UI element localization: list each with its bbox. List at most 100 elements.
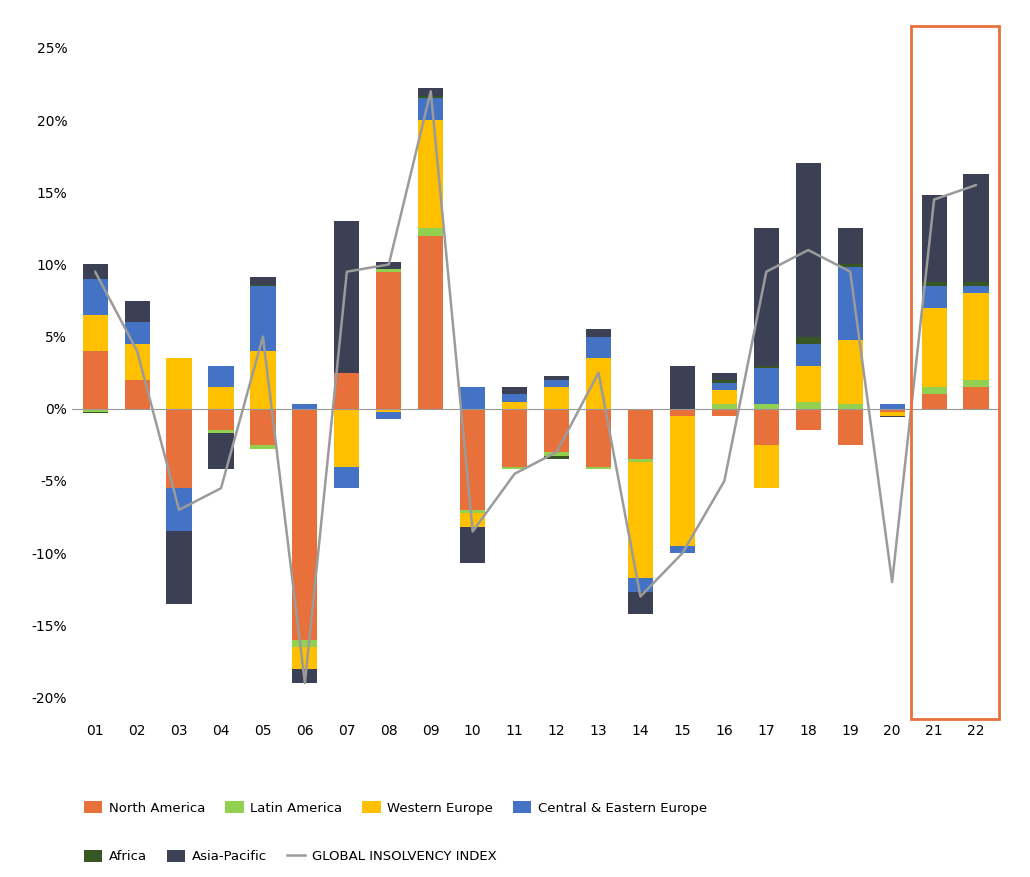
Bar xyxy=(795,344,821,366)
Bar xyxy=(670,416,695,545)
Bar xyxy=(502,409,527,467)
Bar xyxy=(670,366,695,409)
Bar xyxy=(586,337,611,359)
Bar xyxy=(837,267,863,339)
Bar xyxy=(125,344,149,380)
Bar xyxy=(167,409,192,488)
Bar xyxy=(544,387,570,409)
Bar xyxy=(250,286,276,351)
Bar xyxy=(82,315,108,351)
Bar xyxy=(418,228,443,236)
Bar xyxy=(795,409,821,431)
Bar xyxy=(922,286,947,308)
Bar xyxy=(963,286,989,293)
Bar xyxy=(880,404,904,409)
Bar xyxy=(754,445,779,488)
Bar xyxy=(544,380,570,387)
Bar xyxy=(880,416,904,417)
Bar xyxy=(795,366,821,402)
Bar xyxy=(418,236,443,409)
Bar xyxy=(293,647,317,668)
Bar xyxy=(502,387,527,395)
Bar xyxy=(418,98,443,120)
Bar xyxy=(880,409,904,411)
Bar xyxy=(670,545,695,553)
Bar xyxy=(208,409,234,431)
Bar xyxy=(544,453,570,456)
Bar xyxy=(795,337,821,344)
Bar xyxy=(502,402,527,409)
Bar xyxy=(712,404,736,409)
Bar xyxy=(376,411,402,419)
Bar xyxy=(712,373,736,380)
Bar xyxy=(544,375,570,380)
Bar xyxy=(922,196,947,282)
Bar xyxy=(460,409,485,510)
Bar xyxy=(670,409,695,416)
Bar xyxy=(376,261,402,268)
Bar xyxy=(376,268,402,272)
Bar xyxy=(911,26,999,719)
Bar xyxy=(208,433,234,469)
Bar xyxy=(460,387,485,409)
Bar xyxy=(82,351,108,409)
Bar xyxy=(628,409,653,460)
Bar xyxy=(460,527,485,563)
Bar xyxy=(754,228,779,366)
Bar xyxy=(837,228,863,265)
Bar xyxy=(922,282,947,286)
Bar xyxy=(376,409,402,411)
Bar xyxy=(754,368,779,404)
Bar xyxy=(208,366,234,387)
Bar xyxy=(712,390,736,404)
Bar xyxy=(628,462,653,578)
Bar xyxy=(544,409,570,453)
Bar xyxy=(208,431,234,433)
Bar xyxy=(82,411,108,413)
Bar xyxy=(963,387,989,409)
Bar xyxy=(167,531,192,603)
Bar xyxy=(335,467,359,488)
Legend: Africa, Asia-Pacific, GLOBAL INSOLVENCY INDEX: Africa, Asia-Pacific, GLOBAL INSOLVENCY … xyxy=(78,845,502,868)
Bar xyxy=(628,460,653,462)
Bar xyxy=(250,445,276,449)
Bar xyxy=(125,322,149,344)
Bar xyxy=(460,513,485,527)
Bar xyxy=(837,404,863,409)
Bar xyxy=(754,404,779,409)
Bar xyxy=(293,404,317,409)
Bar xyxy=(335,409,359,467)
Bar xyxy=(586,359,611,409)
Bar xyxy=(837,409,863,445)
Bar xyxy=(754,366,779,368)
Bar xyxy=(125,380,149,409)
Bar xyxy=(125,301,149,322)
Bar xyxy=(418,120,443,228)
Bar xyxy=(250,285,276,286)
Bar xyxy=(502,467,527,469)
Bar xyxy=(963,174,989,282)
Bar xyxy=(922,395,947,409)
Bar xyxy=(460,510,485,513)
Bar xyxy=(922,308,947,387)
Bar xyxy=(335,221,359,373)
Bar xyxy=(586,467,611,469)
Bar xyxy=(754,409,779,445)
Bar xyxy=(293,639,317,647)
Bar xyxy=(837,265,863,267)
Bar xyxy=(544,456,570,460)
Bar xyxy=(250,409,276,445)
Bar xyxy=(963,293,989,380)
Bar xyxy=(963,380,989,387)
Bar xyxy=(712,383,736,390)
Bar xyxy=(82,279,108,315)
Bar xyxy=(712,380,736,383)
Bar xyxy=(712,409,736,416)
Bar xyxy=(795,402,821,409)
Bar xyxy=(586,409,611,467)
Bar xyxy=(963,282,989,286)
Bar xyxy=(376,272,402,409)
Bar xyxy=(922,387,947,395)
Bar xyxy=(250,351,276,409)
Bar xyxy=(293,409,317,639)
